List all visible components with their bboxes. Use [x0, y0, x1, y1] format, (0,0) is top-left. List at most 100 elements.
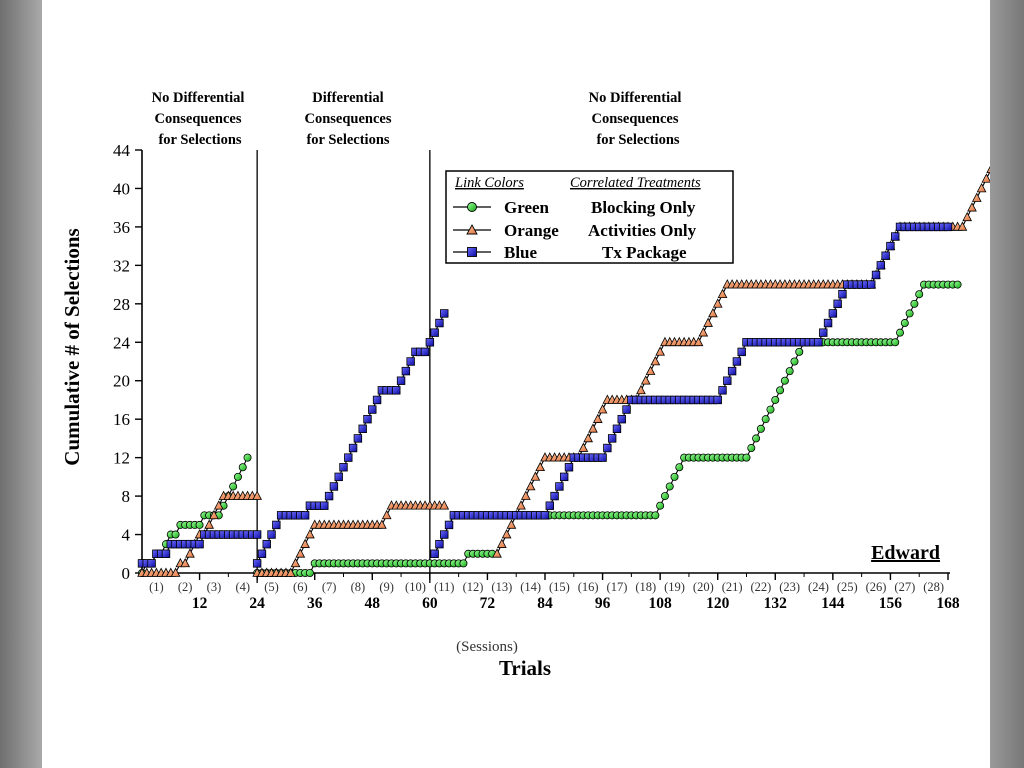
data-point-orange — [506, 519, 517, 529]
data-point-blue — [559, 472, 569, 482]
session-label: (6) — [293, 580, 308, 594]
data-point-green — [790, 357, 799, 366]
data-point-orange — [708, 307, 718, 318]
data-point-green — [795, 347, 804, 356]
data-point-orange — [252, 490, 263, 500]
series-blue — [137, 222, 953, 568]
session-label: (20) — [693, 580, 714, 594]
data-point-blue — [430, 328, 439, 337]
y-tick-label: 32 — [113, 256, 130, 275]
legend-blue-label: Blue — [504, 243, 538, 262]
data-point-green — [747, 444, 756, 453]
legend-blue-treatment: Tx Package — [602, 243, 687, 262]
data-series — [137, 166, 990, 578]
data-point-orange — [636, 384, 646, 395]
data-point-green — [910, 299, 919, 308]
data-point-orange — [377, 519, 387, 529]
x-tick-label: 48 — [365, 595, 381, 612]
x-tick-label: 36 — [307, 595, 323, 612]
data-point-green — [905, 309, 914, 318]
data-point-green — [953, 280, 962, 289]
data-point-blue — [320, 501, 329, 510]
series-line-blue — [434, 226, 948, 555]
data-point-blue — [252, 530, 262, 539]
data-point-green — [761, 415, 770, 424]
session-label: (8) — [351, 580, 366, 594]
data-point-blue — [838, 290, 847, 299]
data-point-green — [776, 386, 785, 395]
data-point-blue — [444, 520, 454, 530]
x-tick-label: 96 — [595, 595, 611, 612]
phase-change-lines — [256, 150, 431, 583]
data-point-blue — [252, 559, 262, 568]
data-point-orange — [698, 327, 709, 337]
data-point-blue — [607, 434, 617, 443]
data-point-blue — [334, 472, 343, 482]
data-point-blue — [368, 405, 377, 414]
x-axis-sublabel: (Sessions) — [456, 639, 518, 655]
legend-header-colors: Link Colors — [454, 175, 524, 191]
data-point-blue — [545, 501, 554, 510]
session-label: (13) — [491, 580, 512, 594]
data-point-orange — [578, 442, 589, 452]
data-point-green — [891, 338, 900, 347]
cumulative-selections-chart: No Differential Consequences for Selecti… — [60, 90, 990, 680]
data-point-green — [195, 520, 204, 529]
legend: Link Colors Correlated Treatments Green … — [445, 170, 734, 264]
data-point-orange — [645, 365, 656, 375]
data-point-blue — [871, 270, 881, 280]
data-point-green — [305, 569, 314, 578]
data-point-orange — [381, 509, 392, 520]
y-tick-label: 12 — [113, 449, 130, 468]
session-label: (26) — [866, 580, 887, 594]
legend-orange-label: Orange — [504, 221, 559, 240]
data-point-orange — [520, 490, 531, 500]
data-point-green — [675, 463, 684, 472]
data-point-blue — [886, 241, 895, 251]
data-point-orange — [204, 519, 215, 529]
x-tick-label: 132 — [764, 595, 788, 612]
session-label: (15) — [549, 580, 570, 594]
data-point-blue — [147, 559, 156, 568]
data-point-green — [651, 511, 660, 520]
data-point-blue — [339, 463, 348, 472]
data-point-green — [900, 319, 909, 328]
data-point-orange — [583, 432, 594, 443]
data-point-orange — [655, 346, 666, 356]
data-point-green — [238, 463, 247, 472]
x-tick-label: 144 — [821, 595, 845, 612]
data-point-orange — [535, 461, 546, 472]
legend-green-label: Green — [504, 198, 550, 217]
data-point-orange — [290, 557, 301, 568]
phase-2-label-line-2: Consequences — [304, 111, 391, 127]
data-point-green — [785, 367, 794, 376]
legend-box — [445, 170, 734, 264]
data-point-blue — [727, 366, 737, 376]
data-point-orange — [209, 509, 219, 520]
data-point-blue — [425, 338, 435, 347]
x-tick-label: 12 — [192, 595, 208, 612]
data-point-blue — [435, 318, 444, 328]
session-label: (25) — [837, 580, 858, 594]
phase-2-label-line-1: Differential — [312, 90, 383, 106]
data-point-orange — [501, 529, 512, 539]
data-point-orange — [967, 202, 977, 212]
data-point-green — [665, 482, 674, 491]
y-tick-label: 8 — [122, 487, 131, 506]
session-label: (21) — [722, 580, 743, 594]
data-point-blue — [723, 376, 732, 385]
session-label: (9) — [379, 580, 394, 594]
data-point-blue — [358, 424, 367, 433]
session-label: (7) — [322, 580, 337, 594]
session-label: (1) — [149, 580, 164, 594]
session-label: (28) — [923, 580, 944, 594]
session-label: (11) — [434, 580, 454, 594]
data-point-blue — [612, 424, 622, 433]
data-point-orange — [981, 173, 990, 183]
data-point-blue — [272, 520, 281, 530]
data-point-green — [756, 424, 765, 433]
phase-2-label-line-3: for Selections — [306, 132, 389, 148]
data-point-green — [656, 501, 665, 510]
data-point-blue — [814, 338, 823, 347]
